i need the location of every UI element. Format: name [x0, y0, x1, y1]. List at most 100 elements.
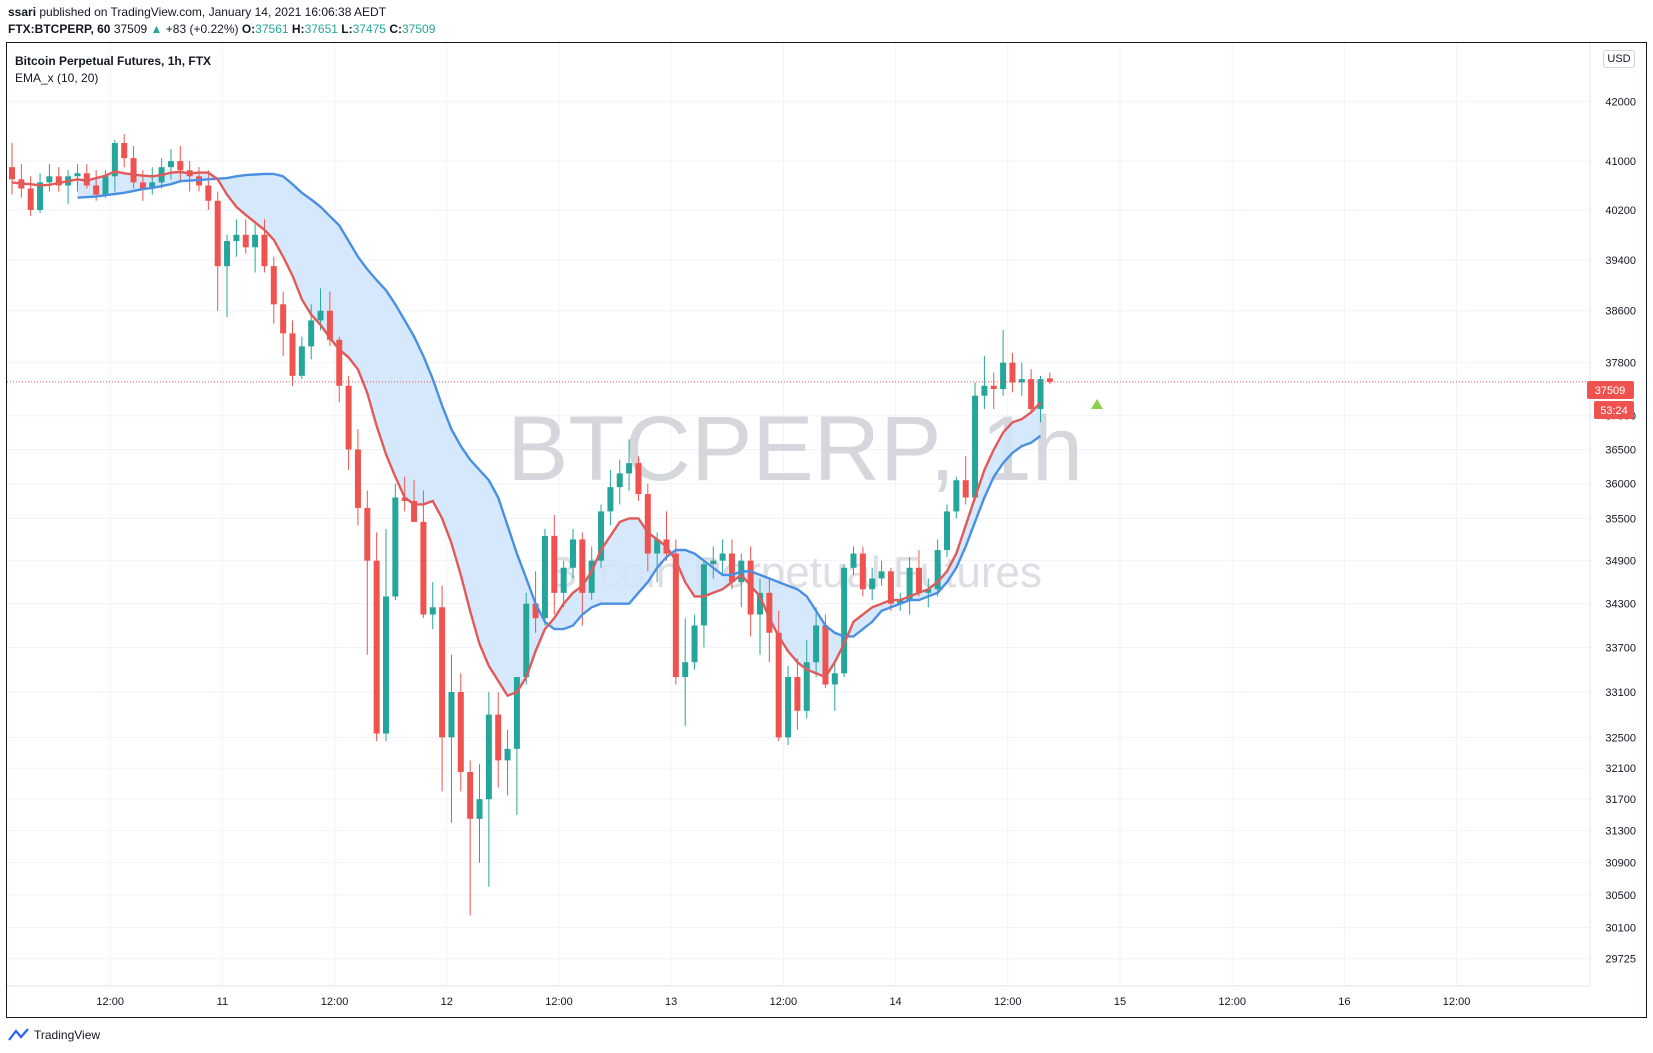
candle-body — [177, 161, 184, 171]
candle-body — [700, 564, 707, 626]
x-tick-label: 13 — [665, 996, 677, 1008]
candle-body — [46, 176, 53, 183]
y-tick-label: 33100 — [1605, 687, 1636, 699]
candle-body — [551, 535, 558, 593]
footer-brand[interactable]: TradingView — [34, 1028, 101, 1042]
candle-body — [869, 578, 876, 590]
ema-lines — [11, 170, 1042, 698]
price-axis: 4200041000402003940038600378003700036500… — [7, 43, 1636, 987]
candle-body — [859, 553, 866, 590]
candle-body — [37, 182, 44, 211]
candle-body — [1018, 379, 1025, 383]
y-tick-label: 40200 — [1605, 205, 1636, 217]
candle-body — [785, 677, 792, 738]
candle-body — [9, 167, 15, 180]
time-axis: 12:00 11 12:00 12 12:00 13 12:00 14 12:00 15 12:00… — [96, 996, 1470, 1008]
price-tags: 37509 53:24 — [1091, 381, 1634, 419]
publish-text: published on TradingView.com, January 14… — [36, 5, 387, 19]
x-tick-label: 12:00 — [770, 996, 798, 1008]
candle-body — [878, 571, 885, 579]
candle-body — [27, 188, 34, 211]
candle-body — [233, 234, 240, 242]
chart-grid — [7, 43, 1590, 986]
candle-body — [850, 553, 857, 568]
candle-body — [280, 304, 287, 334]
candle-body — [373, 560, 380, 734]
candle-body — [635, 463, 642, 495]
candle-body — [719, 553, 726, 561]
low-label: L: — [341, 22, 353, 36]
candle-body — [1037, 379, 1044, 410]
ema-slow-line — [77, 172, 1042, 638]
high-value: 37651 — [304, 22, 338, 36]
candle-body — [887, 571, 894, 604]
candle-body — [242, 234, 249, 248]
candle-body — [532, 603, 539, 619]
candle-body — [476, 799, 483, 819]
x-tick-label: 11 — [217, 996, 228, 1008]
candle-body — [1000, 362, 1007, 390]
y-tick-label: 36000 — [1605, 479, 1636, 491]
publisher-name[interactable]: ssari — [8, 5, 37, 19]
candle-body — [523, 603, 530, 678]
candle-body — [972, 395, 979, 498]
chart-legend: Bitcoin Perpetual Futures, 1h, FTX EMA_x… — [15, 53, 211, 87]
candle-body — [495, 714, 502, 761]
x-tick-label: 12:00 — [994, 996, 1022, 1008]
candle-body — [1046, 378, 1053, 382]
candle-body — [457, 691, 464, 772]
candle-body — [607, 487, 614, 512]
candle-body — [598, 511, 605, 561]
candle-body — [626, 463, 633, 474]
candle-body — [728, 553, 735, 583]
candle-body — [336, 339, 343, 386]
candle-body — [467, 771, 474, 819]
currency-button[interactable]: USD — [1603, 50, 1635, 68]
candle-body — [944, 511, 950, 551]
candle-body — [504, 748, 511, 761]
candle-body — [1028, 379, 1035, 410]
candle-body — [570, 539, 576, 568]
candle-body — [925, 589, 932, 593]
candle-body — [757, 592, 763, 615]
candle-body — [317, 310, 324, 321]
candle-body — [579, 539, 586, 593]
candle-body — [429, 607, 436, 615]
last-price: 37509 — [113, 22, 148, 36]
candle-body — [560, 567, 567, 593]
candle-body — [915, 567, 922, 593]
candle-body — [420, 521, 427, 615]
candle-body — [298, 346, 305, 376]
candle-body — [439, 607, 446, 738]
candle-body — [616, 473, 623, 488]
candle-body — [139, 182, 146, 189]
candle-body — [766, 592, 773, 633]
x-tick-label: 12:00 — [96, 996, 124, 1008]
candle-body — [1009, 362, 1016, 383]
candle-body — [541, 535, 548, 619]
chart-frame[interactable] — [6, 42, 1647, 1018]
candle-body — [270, 266, 277, 305]
open-value: 37561 — [255, 22, 289, 36]
legend-title[interactable]: Bitcoin Perpetual Futures, 1h, FTX — [15, 54, 212, 68]
change-arrow-icon: ▲ — [150, 22, 163, 36]
y-tick-label: 30900 — [1605, 858, 1636, 870]
candle-body — [513, 677, 520, 749]
candle-body — [383, 596, 389, 734]
y-tick-label: 33700 — [1605, 642, 1636, 654]
publish-info: ssari published on TradingView.com, Janu… — [8, 5, 386, 19]
candle-body — [252, 234, 259, 248]
candle-body — [102, 176, 109, 195]
legend-indicator[interactable]: EMA_x (10, 20) — [15, 71, 99, 85]
candle-body — [981, 385, 988, 396]
candle-body — [654, 539, 661, 554]
close-label: C: — [389, 22, 402, 36]
candle-body — [345, 385, 352, 450]
candle-body — [130, 158, 137, 183]
candle-body — [224, 241, 231, 267]
candle-body — [775, 632, 782, 738]
x-tick-label: 12:00 — [1443, 996, 1471, 1008]
ema-band-fill — [77, 171, 1041, 696]
candle-body — [167, 161, 174, 168]
